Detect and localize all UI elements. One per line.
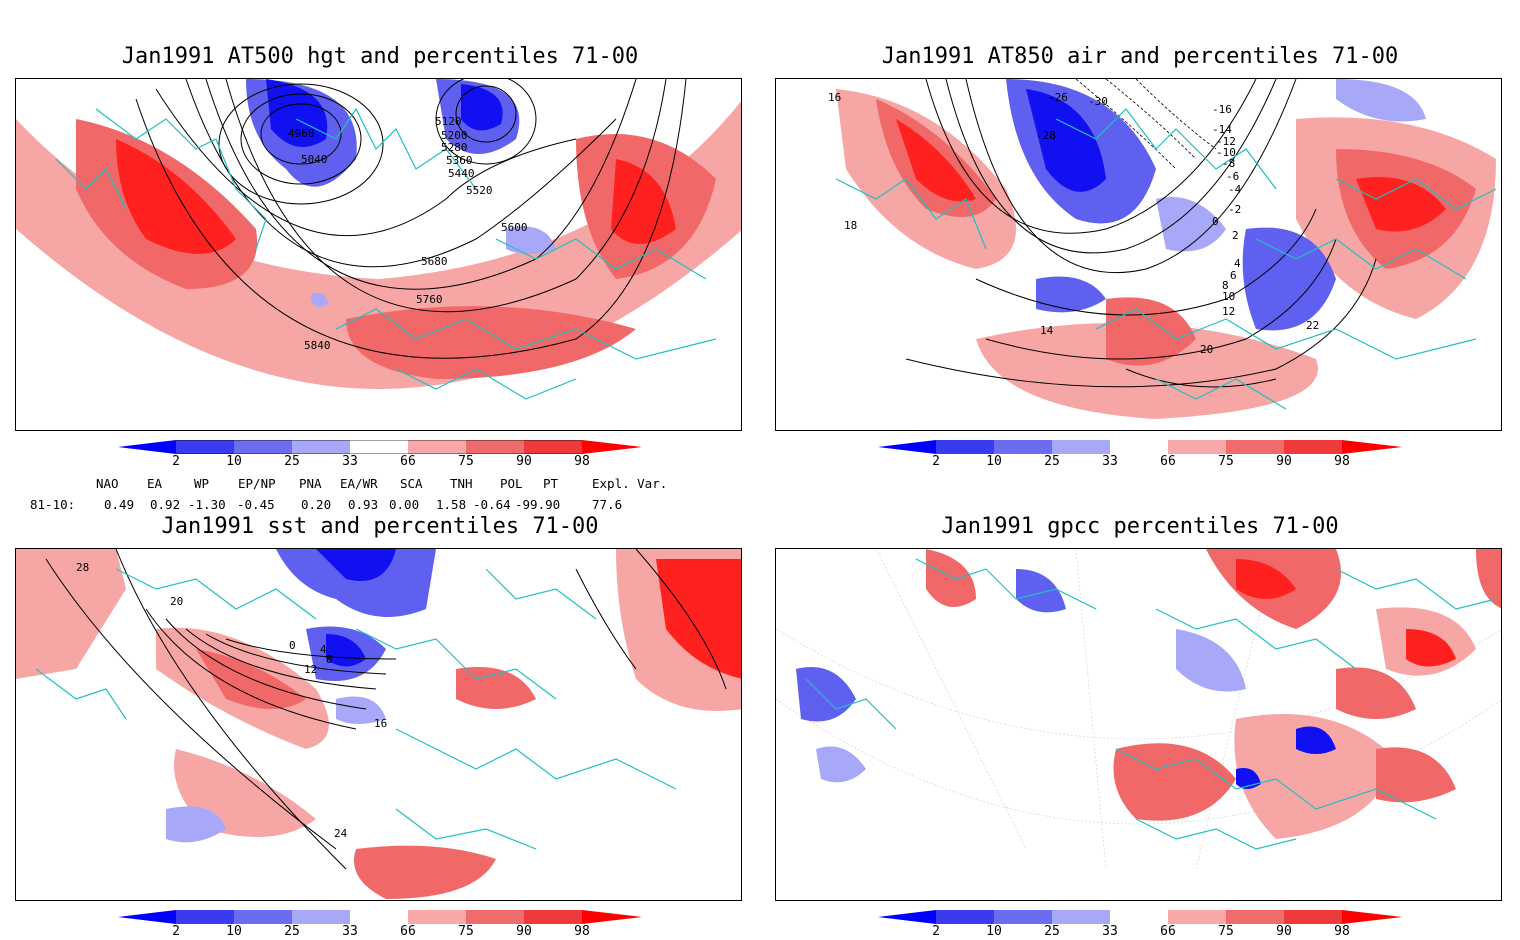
index-value-pol: -0.64 [473,497,511,512]
colorbar-4-gradient [878,910,1402,924]
colorbar-3-label-33: 33 [342,924,358,939]
colorbar-4-label-10: 10 [986,924,1002,939]
index-value-wp: -1.30 [188,497,226,512]
colorbar-4-label-66: 66 [1160,924,1176,939]
index-value-pna: 0.20 [301,497,332,512]
colorbar-1-label-66: 66 [400,454,416,469]
colorbar-4: 2 10 25 33 66 75 90 98 [878,910,1402,940]
colorbar-2-label-2: 2 [932,454,940,469]
index-value-sca: 0.00 [389,497,420,512]
map-panel-hgt500: 4960 5040 5120 5200 5280 5360 5440 5520 … [15,78,742,431]
index-header-eawr: EA/WR [340,476,378,491]
panel1-title: Jan1991 AT500 hgt and percentiles 71-00 [121,44,639,69]
colorbar-3-label-75: 75 [458,924,474,939]
colorbar-4-label-25: 25 [1044,924,1060,939]
colorbar-2-label-66: 66 [1160,454,1176,469]
colorbar-1-label-98: 98 [574,454,590,469]
colorbar-4-label-2: 2 [932,924,940,939]
index-header-pol: POL [500,476,523,491]
colorbar-3-label-10: 10 [226,924,242,939]
colorbar-1-label-90: 90 [516,454,532,469]
panel3-title: Jan1991 sst and percentiles 71-00 [161,514,599,539]
map-gpcc [776,549,1501,870]
colorbar-4-label-90: 90 [1276,924,1292,939]
index-header-explvar: Expl. Var. [592,476,668,491]
index-header-tnh: TNH [450,476,473,491]
index-header-nao: NAO [96,476,119,491]
colorbar-1-label-33: 33 [342,454,358,469]
colorbar-4-label-33: 33 [1102,924,1118,939]
index-value-explvar: 77.6 [592,497,623,512]
colorbar-2-label-90: 90 [1276,454,1292,469]
index-value-pt: -99.90 [515,497,561,512]
colorbar-1-label-25: 25 [284,454,300,469]
colorbar-2: 2 10 25 33 66 75 90 98 [878,440,1402,470]
colorbar-2-label-10: 10 [986,454,1002,469]
index-header-epnp: EP/NP [238,476,276,491]
index-header-pna: PNA [299,476,322,491]
index-header-sca: SCA [400,476,423,491]
colorbar-1: 2 10 25 33 66 75 90 98 [118,440,642,470]
colorbar-1-label-10: 10 [226,454,242,469]
index-value-ea: 0.92 [150,497,181,512]
panel4-title: Jan1991 gpcc percentiles 71-00 [941,514,1339,539]
map-air850 [776,79,1501,419]
map-hgt500 [16,79,741,400]
colorbar-4-label-75: 75 [1218,924,1234,939]
colorbar-3-label-90: 90 [516,924,532,939]
index-header-ea: EA [147,476,163,491]
index-row-label: 81-10: [30,497,76,512]
colorbar-2-label-75: 75 [1218,454,1234,469]
colorbar-3-label-98: 98 [574,924,590,939]
map-panel-sst: 28 20 0 4 8 12 16 24 [15,548,742,901]
colorbar-3-label-66: 66 [400,924,416,939]
colorbar-3-gradient [118,910,642,924]
index-value-epnp: -0.45 [237,497,275,512]
index-header-wp: WP [194,476,210,491]
colorbar-2-label-33: 33 [1102,454,1118,469]
colorbar-1-gradient [118,440,642,454]
colorbar-3-label-25: 25 [284,924,300,939]
colorbar-1-label-75: 75 [458,454,474,469]
index-value-nao: 0.49 [104,497,135,512]
colorbar-2-gradient [878,440,1402,454]
colorbar-2-label-25: 25 [1044,454,1060,469]
index-header-pt: PT [543,476,559,491]
colorbar-1-label-2: 2 [172,454,180,469]
map-panel-air850: -26 -28 -30 -16 -14 -12 -10 -8 -6 -4 -2 … [775,78,1502,431]
colorbar-3: 2 10 25 33 66 75 90 98 [118,910,642,940]
index-value-tnh: 1.58 [436,497,467,512]
panel2-title: Jan1991 AT850 air and percentiles 71-00 [881,44,1399,69]
index-value-eawr: 0.93 [348,497,379,512]
colorbar-3-label-2: 2 [172,924,180,939]
colorbar-4-label-98: 98 [1334,924,1350,939]
map-panel-gpcc [775,548,1502,901]
colorbar-2-label-98: 98 [1334,454,1350,469]
map-sst [16,549,741,899]
